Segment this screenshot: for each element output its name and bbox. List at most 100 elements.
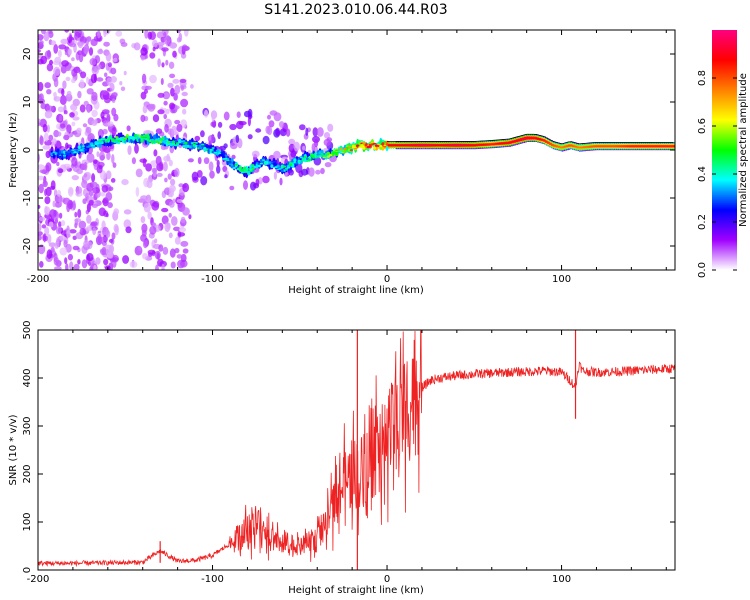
ridge-mark <box>331 151 335 154</box>
spectrogram-noise-blob <box>151 222 157 227</box>
spectrogram-noise-blob <box>275 127 280 137</box>
spectrogram-noise-blob <box>83 44 90 55</box>
ridge-mark <box>339 148 343 151</box>
spectrogram-noise-blob <box>46 63 54 72</box>
spectrogram-noise-blob <box>140 47 148 56</box>
spectrogram-noise-blob <box>142 105 148 114</box>
spectrogram-noise-blob <box>229 185 235 191</box>
spectrogram-noise-blob <box>58 212 63 219</box>
spectrogram-noise-blob <box>53 92 56 97</box>
spectrogram-noise-blob <box>129 261 138 268</box>
spectrogram-noise-blob <box>74 218 82 223</box>
spectrogram-x-axis-label: Height of straight line (km) <box>288 285 424 296</box>
spectrogram-noise-blob <box>262 175 270 184</box>
ridge-mark <box>328 154 333 157</box>
spectrogram-noise-blob <box>88 191 94 197</box>
spectrogram-noise-blob <box>91 109 98 118</box>
spectrogram-noise-blob <box>111 98 116 103</box>
ridge-mark <box>62 154 67 157</box>
spectrogram-noise-blob <box>46 89 52 95</box>
spectrogram-noise-blob <box>223 111 230 121</box>
spectrogram-noise-blob <box>105 152 111 161</box>
spectrogram-noise-blob <box>81 259 88 269</box>
spectrogram-noise-blob <box>217 131 221 140</box>
ridge-mark <box>165 137 169 140</box>
ridge-mark <box>255 162 259 164</box>
spectrogram-noise-blob <box>78 53 84 63</box>
spectrogram-noise-blob <box>105 52 112 62</box>
spectrogram-noise-blob <box>83 161 88 171</box>
spectrogram-noise-blob <box>155 264 159 270</box>
spectrogram-noise-blob <box>71 121 76 127</box>
spectrogram-noise-blob <box>127 145 132 156</box>
spectrogram-noise-blob <box>74 30 82 37</box>
spectrogram-noise-blob <box>69 34 73 44</box>
ridge-mark <box>272 160 276 163</box>
snr-y-tick-label: 500 <box>22 320 33 339</box>
ridge-mark <box>173 144 178 147</box>
spectrogram-noise-blob <box>154 238 158 244</box>
spectrogram-noise-blob <box>105 230 111 238</box>
spectrogram-noise-blob <box>146 179 153 189</box>
spectrogram-noise-blob <box>46 124 50 133</box>
spectrogram-noise-blob <box>170 261 176 269</box>
spectrogram-noise-blob <box>168 61 175 69</box>
spectrogram-noise-blob <box>151 201 160 211</box>
spectrogram-noise-blob <box>83 239 90 248</box>
spectrogram-noise-blob <box>111 232 116 240</box>
spectrogram-noise-blob <box>161 62 165 68</box>
spectrogram-noise-blob <box>262 135 270 145</box>
spectrogram-noise-blob <box>174 236 181 245</box>
spectrogram-noise-blob <box>158 244 164 252</box>
spectrogram-noise-blob <box>157 109 165 115</box>
spectrogram-noise-blob <box>265 125 271 134</box>
spectrogram-noise-blob <box>54 266 62 270</box>
ridge-mark <box>238 166 242 169</box>
spectrogram-noise-blob <box>163 31 167 38</box>
spectrogram-noise-blob <box>142 253 148 260</box>
spectrogram-noise-blob <box>152 114 160 123</box>
spectrogram-noise-blob <box>72 116 80 121</box>
spectrogram-noise-blob <box>224 174 228 179</box>
spectrogram-noise-blob <box>76 127 82 134</box>
ridge-mark <box>186 145 190 147</box>
spectrogram-noise-blob <box>268 120 275 128</box>
ridge-mark <box>249 168 253 171</box>
spectrogram-noise-blob <box>125 226 132 234</box>
spectrogram-noise-blob <box>48 134 54 142</box>
spectrogram-noise-blob <box>273 171 277 180</box>
ridge-mark <box>184 141 188 145</box>
spectrogram-x-tick-label: 100 <box>552 274 571 285</box>
spectrogram-noise-blob <box>40 55 47 65</box>
spectrogram-noise-blob <box>113 57 118 63</box>
snr-y-tick-label: 300 <box>22 416 33 435</box>
spectrogram-noise-blob <box>269 110 278 116</box>
ridge-mark <box>203 147 207 150</box>
spectrogram-noise-blob <box>187 158 194 163</box>
spectrogram-noise-blob <box>168 212 172 218</box>
spectrogram-noise-blob <box>164 123 169 133</box>
ridge-mark <box>301 158 305 161</box>
spectrogram-noise-blob <box>100 111 105 119</box>
ridge-mark <box>52 151 56 154</box>
ridge-mark <box>56 153 60 156</box>
spectrogram-noise-blob <box>99 151 105 161</box>
spectrogram-noise-blob <box>89 58 97 66</box>
spectrogram-noise-blob <box>285 128 291 137</box>
spectrogram-noise-blob <box>107 121 114 127</box>
ridge-mark <box>217 152 222 155</box>
spectrogram-noise-blob <box>59 247 68 256</box>
colorbar-tick-label: 0.0 <box>697 262 708 278</box>
spectrogram-noise-blob <box>315 169 321 175</box>
spectrogram-noise-blob <box>209 170 215 179</box>
spectrogram-noise-blob <box>47 234 52 244</box>
spectrogram-noise-blob <box>110 67 117 75</box>
spectrogram-noise-blob <box>38 93 44 102</box>
spectrogram-noise-blob <box>255 178 260 186</box>
spectrogram-noise-blob <box>86 253 94 262</box>
colorbar-label: Normalized spectral amplitude <box>738 73 749 227</box>
chart-title: S141.2023.010.06.44.R03 <box>264 2 447 18</box>
snr-y-ticks: 0 100 200 300 400 500 <box>22 320 675 573</box>
ridge-mark <box>299 156 303 159</box>
spectrogram-noise-blob <box>44 226 50 236</box>
